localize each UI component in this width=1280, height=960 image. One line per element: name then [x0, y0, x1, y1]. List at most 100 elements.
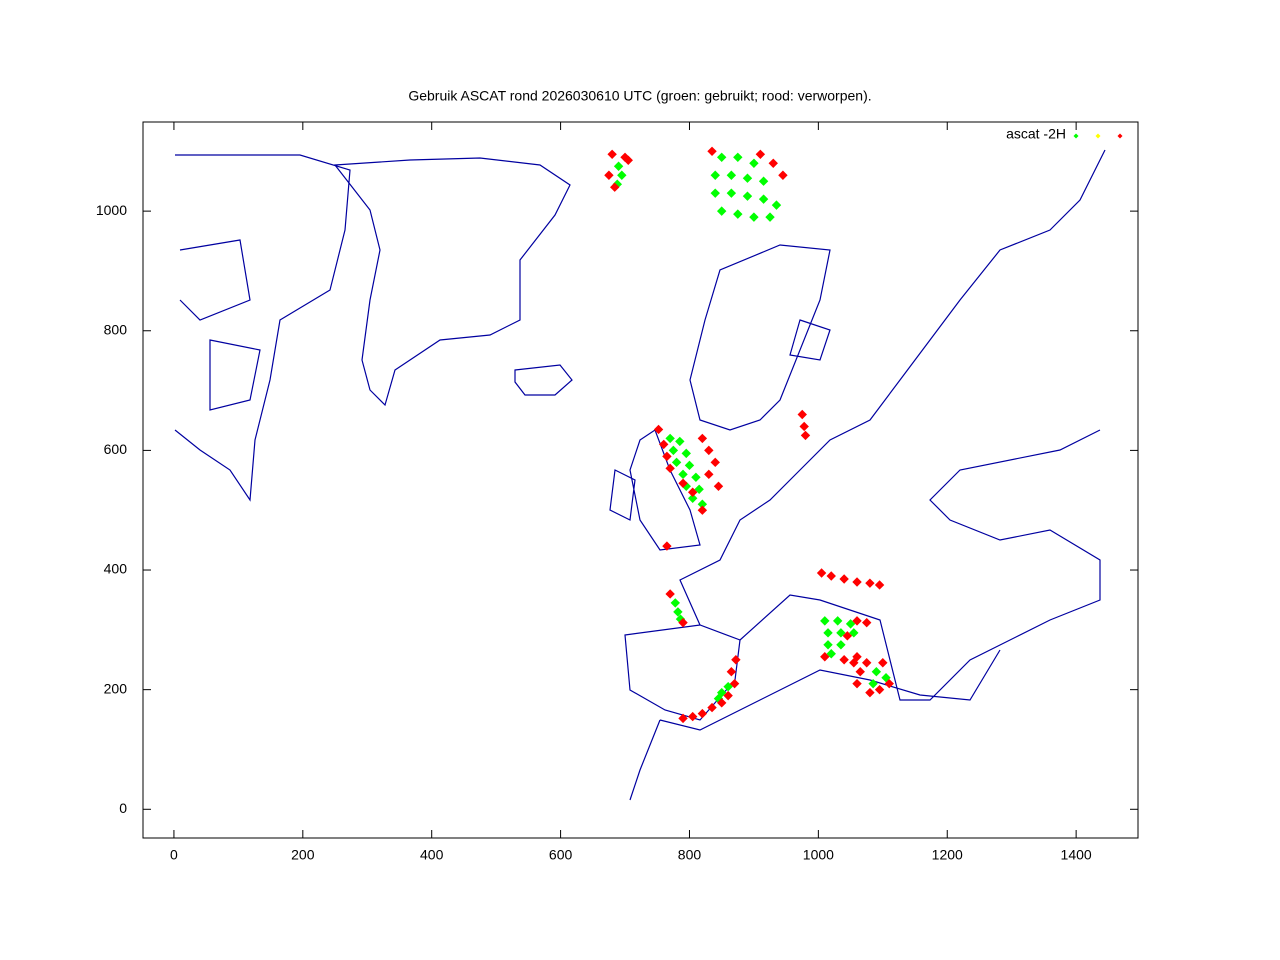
point: [731, 655, 741, 665]
point: [691, 472, 701, 483]
point: [673, 607, 683, 617]
coastline: [689, 244, 831, 431]
point: [697, 708, 708, 719]
point: [836, 628, 846, 638]
point: [797, 409, 807, 420]
point: [849, 628, 859, 638]
point: [671, 457, 682, 468]
point: [852, 577, 862, 587]
point: [658, 439, 669, 450]
point: [852, 652, 862, 662]
point: [852, 678, 862, 689]
point: [826, 649, 836, 659]
point: [716, 152, 727, 162]
point: [723, 681, 733, 692]
plot-border: [142, 121, 1139, 839]
point: [836, 640, 846, 650]
point: [707, 702, 717, 713]
coastline: [609, 429, 701, 551]
point: [749, 212, 759, 222]
point: [832, 616, 843, 626]
x-tick-label: 600: [549, 847, 573, 863]
point: [662, 451, 672, 462]
point: [839, 574, 849, 584]
point: [726, 667, 737, 677]
point: [610, 182, 620, 192]
data-points: [604, 146, 894, 724]
point: [771, 200, 782, 210]
point: [665, 463, 675, 474]
point: [749, 158, 759, 168]
point: [823, 628, 833, 638]
point: [868, 678, 878, 689]
point: [733, 209, 743, 219]
point: [665, 433, 675, 444]
coastlines: [174, 149, 1106, 801]
point: [678, 469, 688, 480]
legend-marker: [1117, 133, 1123, 139]
point: [668, 445, 679, 456]
point: [768, 158, 778, 168]
point: [707, 146, 717, 157]
coastline: [629, 149, 1106, 801]
x-tick-label: 200: [291, 847, 315, 863]
point: [607, 149, 617, 160]
y-tick-label: 1000: [96, 202, 127, 218]
point: [684, 460, 695, 471]
point: [799, 421, 809, 432]
point: [697, 505, 708, 515]
point: [662, 541, 672, 551]
legend-marker: [1073, 133, 1079, 139]
point: [758, 176, 769, 186]
point: [865, 687, 875, 698]
point: [697, 433, 708, 444]
point: [653, 424, 664, 435]
point: [855, 667, 865, 677]
coastline: [333, 157, 571, 407]
x-tick-label: 800: [678, 847, 702, 863]
point: [617, 170, 627, 180]
point: [878, 658, 888, 668]
point: [826, 571, 836, 581]
point: [881, 672, 891, 683]
point: [716, 206, 727, 216]
point: [723, 690, 733, 701]
point: [670, 598, 681, 608]
point: [613, 161, 624, 171]
x-tick-label: 0: [170, 847, 178, 863]
point: [778, 170, 788, 180]
axes: 0 200 400 600 800 1000 1200 1400 0 200 400 600 800 10…: [96, 122, 1138, 863]
point: [678, 617, 688, 628]
point: [820, 616, 830, 626]
point: [845, 619, 856, 629]
point: [820, 652, 830, 662]
point: [681, 448, 691, 459]
legend: ascat -2H: [1006, 126, 1123, 142]
point: [839, 655, 849, 665]
x-tick-label: 1200: [932, 847, 963, 863]
point: [742, 191, 753, 201]
point: [665, 589, 675, 599]
point: [623, 155, 633, 165]
y-tick-label: 400: [104, 561, 128, 577]
point: [842, 631, 853, 641]
point: [852, 616, 862, 626]
point: [874, 580, 885, 590]
point: [816, 568, 827, 578]
point: [704, 445, 714, 456]
point: [687, 711, 698, 722]
point: [874, 684, 885, 695]
x-tick-label: 400: [420, 847, 444, 863]
chart-title: Gebruik ASCAT rond 2026030610 UTC (groen…: [408, 88, 871, 104]
point: [687, 493, 698, 503]
point: [716, 698, 727, 708]
point: [716, 687, 727, 698]
point: [694, 484, 704, 494]
point: [704, 469, 714, 480]
legend-marker: [1095, 133, 1101, 139]
coastline: [514, 364, 573, 396]
point: [765, 212, 775, 222]
point: [726, 188, 737, 198]
